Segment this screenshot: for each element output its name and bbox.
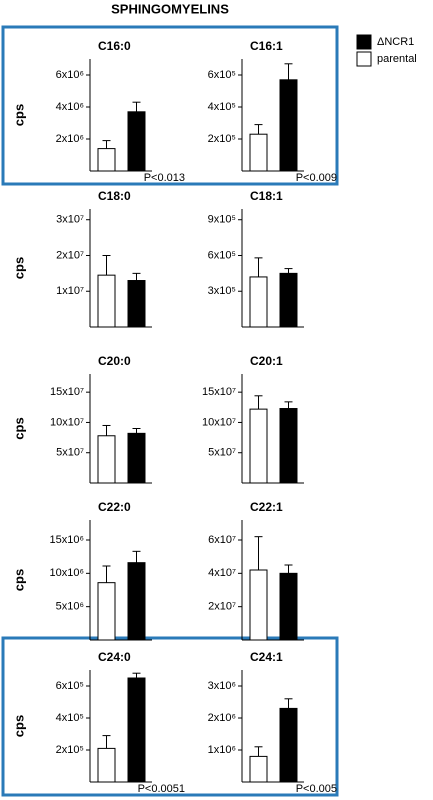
panel-title: C18:1	[250, 189, 283, 203]
y-tick-label: 4x10⁷	[208, 567, 236, 579]
panel-title: C16:1	[250, 39, 283, 53]
p-value: P<0.005	[296, 783, 337, 795]
legend-label: parental	[377, 53, 417, 65]
bar	[97, 148, 116, 172]
p-value: P<0.009	[296, 172, 337, 184]
y-tick-label: 3x10⁶	[208, 680, 236, 692]
bar	[279, 572, 298, 641]
y-tick-label: 2x10⁷	[56, 249, 84, 261]
panel-title: C24:0	[98, 650, 131, 664]
bar	[249, 569, 268, 641]
bar	[249, 133, 268, 172]
y-tick-label: 15x10⁶	[50, 534, 85, 546]
legend-label: ΔNCR1	[377, 36, 414, 48]
legend-swatch	[356, 51, 372, 67]
bar	[249, 276, 268, 328]
panel-title: C22:0	[98, 500, 131, 514]
panel-title: C22:1	[250, 500, 283, 514]
highlight-box	[1, 25, 339, 186]
y-tick-label: 5x10⁷	[56, 447, 84, 459]
y-tick-label: 3x10⁵	[208, 285, 236, 297]
y-tick-label: 5x10⁶	[56, 601, 84, 613]
y-tick-label: 5x10⁷	[208, 447, 236, 459]
y-tick-label: 3x10⁷	[56, 214, 84, 226]
y-tick-label: 4x10⁶	[56, 101, 84, 113]
bar	[279, 272, 298, 328]
y-tick-label: 6x10⁵	[56, 680, 84, 692]
bar	[249, 408, 268, 484]
panel-title: C18:0	[98, 189, 131, 203]
legend-swatch	[356, 34, 372, 50]
y-tick-label: 1x10⁶	[208, 744, 236, 756]
y-tick-label: 6x10⁵	[208, 69, 236, 81]
bar	[127, 562, 146, 641]
highlight-box	[1, 636, 339, 797]
panel-title: C20:1	[250, 354, 283, 368]
p-value: P<0.013	[144, 172, 185, 184]
y-tick-label: 10x10⁷	[50, 416, 84, 428]
y-tick-label: 2x10⁶	[56, 133, 84, 145]
y-tick-label: 6x10⁷	[208, 534, 236, 546]
y-tick-label: 2x10⁶	[208, 712, 236, 724]
bar	[279, 79, 298, 172]
y-tick-label: 2x10⁵	[208, 133, 236, 145]
bar	[279, 707, 298, 783]
y-tick-label: 4x10⁵	[56, 712, 84, 724]
y-tick-label: 4x10⁵	[208, 101, 236, 113]
y-axis-label: cps	[11, 417, 26, 439]
bar	[279, 408, 298, 484]
bar	[127, 111, 146, 172]
bar	[97, 274, 116, 328]
y-axis-label: cps	[11, 104, 26, 126]
figure-title: SPHINGOMYELINS	[111, 1, 229, 16]
y-axis-label: cps	[11, 569, 26, 591]
y-tick-label: 15x10⁷	[202, 386, 236, 398]
y-tick-label: 1x10⁷	[56, 285, 84, 297]
panel-title: C24:1	[250, 650, 283, 664]
bar	[249, 755, 268, 783]
panel-title: C20:0	[98, 354, 131, 368]
bar	[127, 432, 146, 484]
y-axis-label: cps	[11, 715, 26, 737]
y-tick-label: 6x10⁶	[56, 69, 84, 81]
y-tick-label: 10x10⁶	[50, 567, 85, 579]
bar	[127, 677, 146, 783]
y-tick-label: 2x10⁷	[208, 601, 236, 613]
bar	[97, 747, 116, 783]
y-tick-label: 9x10⁵	[208, 214, 236, 226]
p-value: P<0.0051	[138, 783, 185, 795]
bar	[97, 435, 116, 484]
y-tick-label: 15x10⁷	[50, 386, 84, 398]
y-axis-label: cps	[11, 257, 26, 279]
bar	[127, 280, 146, 328]
y-tick-label: 2x10⁵	[56, 744, 84, 756]
y-tick-label: 6x10⁵	[208, 249, 236, 261]
panel-title: C16:0	[98, 39, 131, 53]
bar	[97, 582, 116, 641]
y-tick-label: 10x10⁷	[202, 416, 236, 428]
